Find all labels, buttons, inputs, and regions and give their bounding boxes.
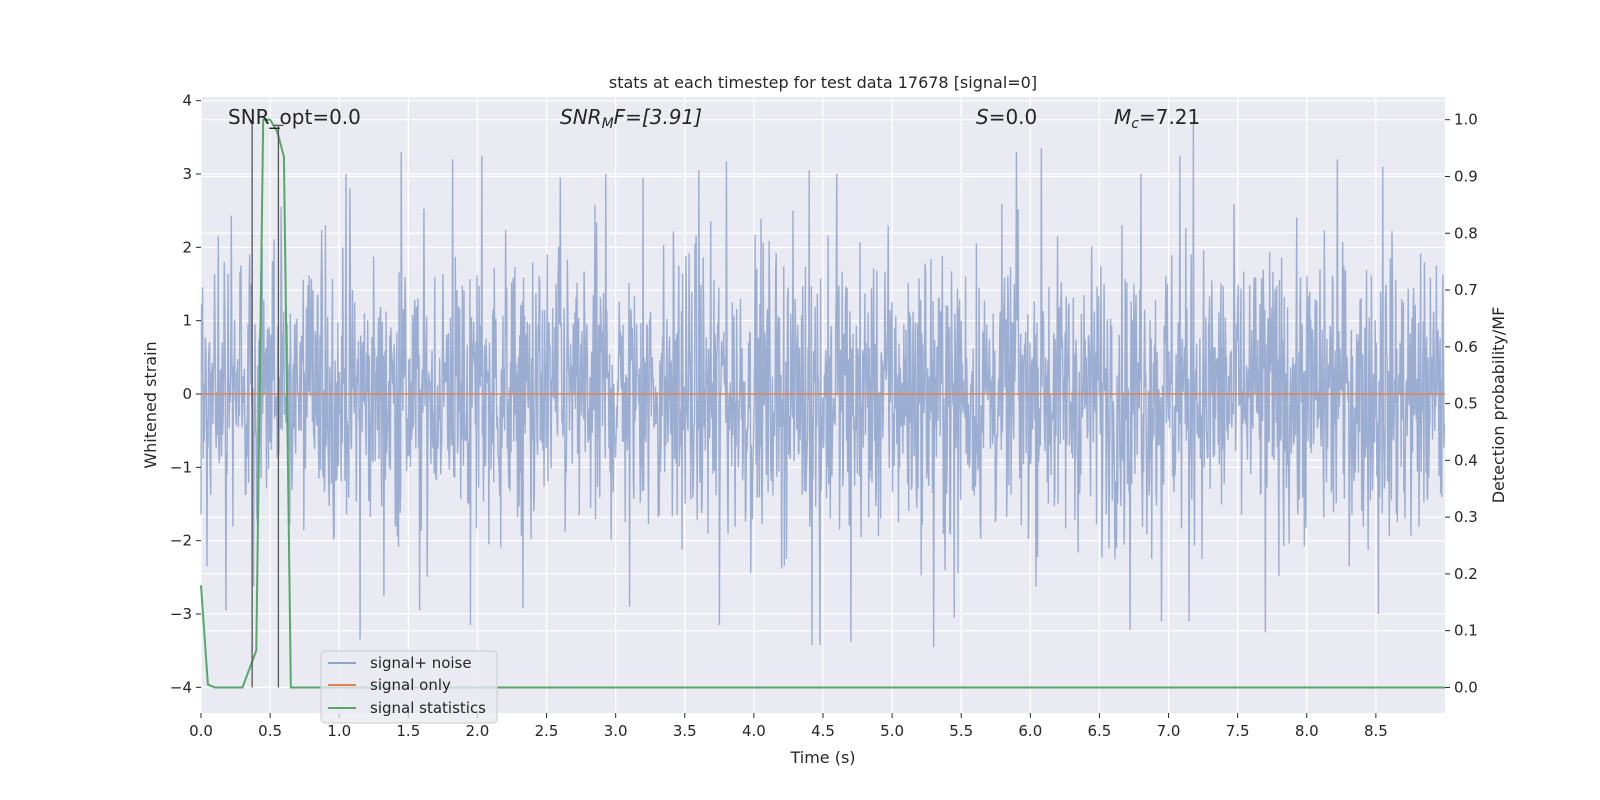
ticks: 0.0 0.5 1.0 1.5 2.0 2.5 3.0 3.5 4.0 4.5 5.0 5.5 6.0 6… — [170, 92, 1478, 740]
y2-tick-label: 0.0 — [1454, 678, 1478, 696]
y2-tick-label: 1.0 — [1454, 111, 1478, 129]
y2-tick-label: 0.8 — [1454, 224, 1478, 242]
chart-title: stats at each timestep for test data 176… — [609, 73, 1037, 92]
x-tick-label: 0.5 — [258, 722, 282, 740]
y2-tick-label: 0.9 — [1454, 167, 1478, 185]
x-tick-label: 1.0 — [327, 722, 351, 740]
annotation-snr-mf: SNRMF=[3.91] — [560, 105, 702, 132]
y2-tick-label: 0.5 — [1454, 395, 1478, 413]
x-tick-label: 4.0 — [742, 722, 766, 740]
y2-tick-label: 0.6 — [1454, 338, 1478, 356]
x-tick-label: 4.5 — [811, 722, 835, 740]
x-tick-label: 6.0 — [1018, 722, 1042, 740]
annotation-mc: Mc=7.21 — [1114, 105, 1200, 132]
legend-label-signal-statistics: signal statistics — [370, 699, 486, 717]
x-tick-label: 8.5 — [1364, 722, 1388, 740]
annotation-snr-opt: SNR_opt=0.0 — [228, 105, 361, 129]
y-tick-label: 3 — [182, 165, 192, 183]
legend-label-signal-only: signal only — [370, 676, 451, 694]
series-area — [200, 118, 1446, 689]
y-tick-label: 1 — [182, 312, 192, 330]
legend-label-signal-noise: signal+ noise — [370, 654, 472, 672]
x-tick-label: 5.0 — [880, 722, 904, 740]
y2-tick-label: 0.7 — [1454, 281, 1478, 299]
x-tick-label: 2.5 — [535, 722, 559, 740]
x-tick-label: 8.0 — [1295, 722, 1319, 740]
x-axis-label: Time (s) — [789, 748, 855, 767]
x-tick-label: 7.0 — [1157, 722, 1181, 740]
y2-axis-label: Detection probability/MF — [1489, 307, 1508, 504]
y-tick-label: −1 — [170, 458, 192, 476]
y2-tick-label: 0.3 — [1454, 508, 1478, 526]
annotation-s: S=0.0 — [976, 105, 1037, 129]
series-signal-noise-line — [200, 124, 1446, 648]
legend-box — [320, 650, 498, 724]
y-axis-label: Whitened strain — [141, 341, 160, 468]
y2-tick-label: 0.1 — [1454, 622, 1478, 640]
x-tick-label: 3.5 — [673, 722, 697, 740]
series-signal-statistics-line — [200, 118, 1445, 689]
y-tick-label: −4 — [170, 678, 192, 696]
y2-tick-label: 0.2 — [1454, 565, 1478, 583]
x-tick-label: 6.5 — [1088, 722, 1112, 740]
y-tick-label: 2 — [182, 238, 192, 256]
legend: signal+ noise signal only signal statist… — [320, 650, 498, 724]
y-tick-label: 0 — [182, 385, 192, 403]
y-tick-label: −3 — [170, 605, 192, 623]
x-tick-label: 5.5 — [949, 722, 973, 740]
x-tick-label: 7.5 — [1226, 722, 1250, 740]
x-tick-label: 1.5 — [396, 722, 420, 740]
x-tick-label: 2.0 — [466, 722, 490, 740]
y2-tick-label: 0.4 — [1454, 451, 1478, 469]
x-tick-label: 3.0 — [604, 722, 628, 740]
x-tick-label: 0.0 — [189, 722, 213, 740]
y-tick-label: 4 — [182, 92, 192, 110]
y-tick-label: −2 — [170, 532, 192, 550]
